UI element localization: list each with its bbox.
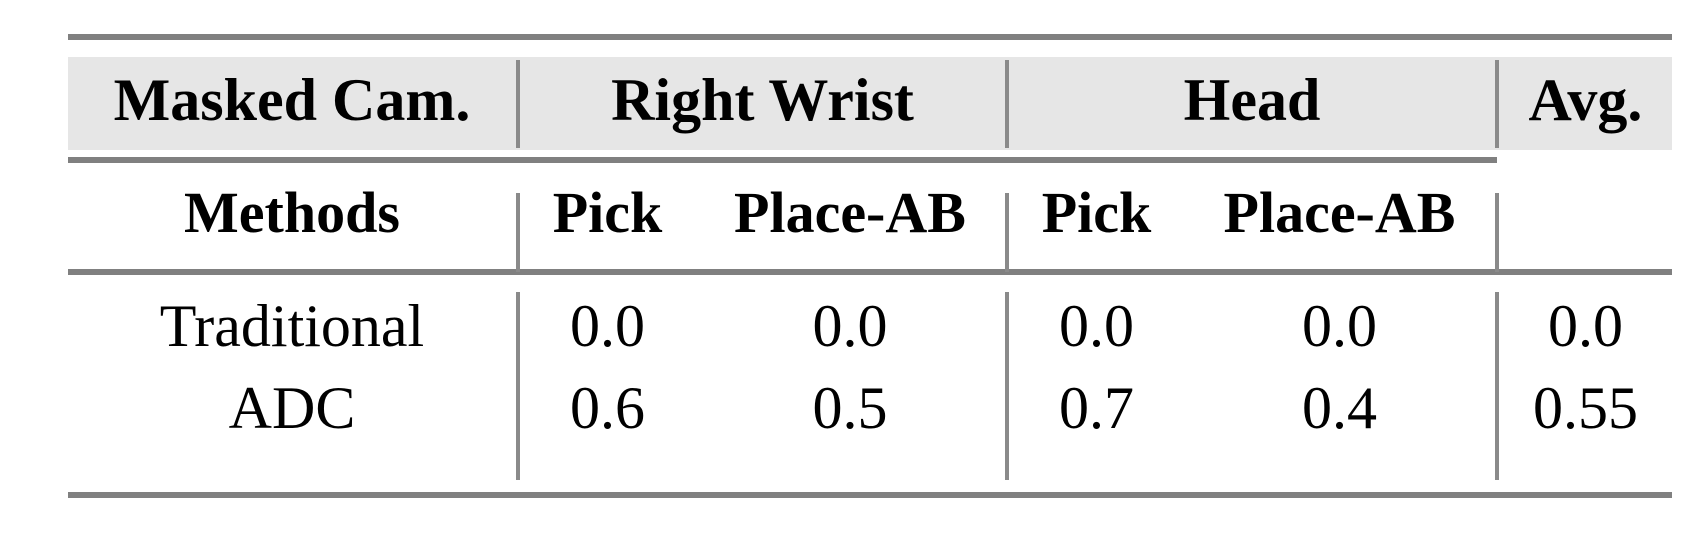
header-group-head: Head — [1183, 67, 1321, 133]
header-group-masked-cam: Masked Cam. — [113, 67, 471, 133]
column-separator-subheader-2 — [1005, 193, 1009, 272]
table-cell-head-place-ab: 0.0 — [1302, 293, 1377, 359]
table-cell-wrist-place-ab: 0.0 — [812, 293, 888, 359]
subheader-head-place-ab: Place-AB — [1223, 180, 1456, 245]
table-cell-wrist-place-ab: 0.5 — [812, 375, 888, 441]
table-cell-avg: 0.0 — [1548, 293, 1623, 359]
subheader-head-pick: Pick — [1041, 180, 1152, 245]
header-shaded-band — [68, 57, 1672, 150]
table-row-method-label: Traditional — [159, 293, 425, 359]
table-cell-head-pick: 0.7 — [1059, 375, 1134, 441]
header-body-rule — [68, 269, 1672, 275]
table-cell-wrist-pick: 0.6 — [570, 375, 645, 441]
table-cell-head-place-ab: 0.4 — [1302, 375, 1377, 441]
subheader-wrist-place-ab: Place-AB — [734, 180, 966, 245]
subheader-methods: Methods — [184, 180, 400, 245]
header-group-right-wrist: Right Wrist — [611, 67, 914, 133]
column-separator-body-2 — [1005, 292, 1009, 480]
table-top-rule — [68, 34, 1672, 40]
table-row-method-label: ADC — [228, 375, 356, 441]
header-group-avg: Avg. — [1528, 67, 1643, 133]
table-cell-wrist-pick: 0.0 — [570, 293, 645, 359]
table-cell-head-pick: 0.0 — [1059, 293, 1134, 359]
table-cell-avg: 0.55 — [1533, 375, 1638, 441]
header-group-rule — [68, 157, 1497, 163]
column-separator-body-3 — [1495, 292, 1499, 480]
column-separator-header-3 — [1495, 60, 1499, 148]
column-separator-header-1 — [516, 60, 520, 148]
column-separator-subheader-3 — [1495, 193, 1499, 272]
column-separator-subheader-1 — [516, 193, 520, 272]
table-bottom-rule — [68, 492, 1672, 498]
subheader-wrist-pick: Pick — [552, 180, 663, 245]
column-separator-body-1 — [516, 292, 520, 480]
column-separator-header-2 — [1005, 60, 1009, 148]
